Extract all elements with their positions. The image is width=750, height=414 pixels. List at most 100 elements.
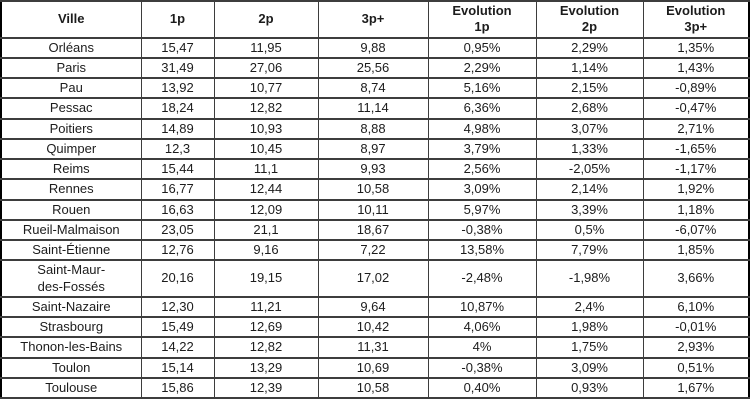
cell-evo3plus: 1,92% xyxy=(642,178,750,201)
cell-evo2p: 0,5% xyxy=(535,219,644,241)
cell-ville: Rennes xyxy=(0,178,142,201)
cell-p3plus: 17,02 xyxy=(317,259,429,298)
cell-evo2p: 3,39% xyxy=(535,198,644,221)
table-row: Paris 31,49 27,06 25,56 2,29% 1,14% 1,43% xyxy=(0,57,750,79)
cell-p2: 12,82 xyxy=(213,97,319,120)
cell-p1: 31,49 xyxy=(140,57,215,79)
cell-evo1p: 5,16% xyxy=(427,77,537,99)
cell-evo2p: 1,33% xyxy=(535,138,644,160)
cell-evo2p: 1,75% xyxy=(535,336,644,359)
cell-p1: 15,86 xyxy=(140,377,215,399)
cell-p2: 21,1 xyxy=(213,219,319,241)
cell-p2: 12,44 xyxy=(213,178,319,201)
cell-evo3plus: 6,10% xyxy=(642,296,750,318)
cell-evo3plus: 0,51% xyxy=(642,356,750,379)
cell-p3plus: 18,67 xyxy=(317,219,429,241)
cell-p2: 9,16 xyxy=(213,239,319,261)
cell-p2: 11,95 xyxy=(213,36,319,59)
table-row: Quimper 12,3 10,45 8,97 3,79% 1,33% -1,65% xyxy=(0,138,750,160)
cell-ville: Toulouse xyxy=(0,377,142,399)
cell-p1: 18,24 xyxy=(140,97,215,120)
cell-evo3plus: -1,17% xyxy=(642,158,750,180)
cell-p1: 16,63 xyxy=(140,198,215,221)
cell-p3plus: 8,74 xyxy=(317,77,429,99)
cell-p2: 12,69 xyxy=(213,316,319,338)
cell-evo3plus: 1,43% xyxy=(642,57,750,79)
cell-evo1p: 2,29% xyxy=(427,57,537,79)
table-row: Toulon 15,14 13,29 10,69 -0,38% 3,09% 0,51% xyxy=(0,356,750,379)
cell-evo3plus: -0,89% xyxy=(642,77,750,99)
cell-evo2p: 2,14% xyxy=(535,178,644,201)
cell-p3plus: 9,88 xyxy=(317,36,429,59)
cell-evo1p: 4,98% xyxy=(427,117,537,140)
column-header-evo3plus: Evolution 3p+ xyxy=(642,0,750,38)
cell-p3plus: 9,93 xyxy=(317,158,429,180)
table-row: Saint-Nazaire 12,30 11,21 9,64 10,87% 2,4% 6,1… xyxy=(0,296,750,318)
table-header: Ville 1p 2p 3p+ Evolution 1p Evolution 2p Evol… xyxy=(0,0,750,38)
cell-p1: 15,47 xyxy=(140,36,215,59)
cell-p2: 10,77 xyxy=(213,77,319,99)
cell-p2: 12,39 xyxy=(213,377,319,399)
cell-p3plus: 10,58 xyxy=(317,377,429,399)
cell-evo3plus: 1,35% xyxy=(642,36,750,59)
cell-p3plus: 7,22 xyxy=(317,239,429,261)
cell-evo2p: -1,98% xyxy=(535,259,644,298)
table-row: Rennes 16,77 12,44 10,58 3,09% 2,14% 1,92% xyxy=(0,178,750,201)
cell-evo3plus: -0,47% xyxy=(642,97,750,120)
cell-ville: Saint-Nazaire xyxy=(0,296,142,318)
cell-p1: 15,44 xyxy=(140,158,215,180)
table-row: Poitiers 14,89 10,93 8,88 4,98% 3,07% 2,71% xyxy=(0,117,750,140)
cell-evo1p: 13,58% xyxy=(427,239,537,261)
cell-p1: 15,14 xyxy=(140,356,215,379)
table-row: Orléans 15,47 11,95 9,88 0,95% 2,29% 1,35% xyxy=(0,36,750,59)
cell-evo1p: -2,48% xyxy=(427,259,537,298)
cell-p2: 12,09 xyxy=(213,198,319,221)
header-row: Ville 1p 2p 3p+ Evolution 1p Evolution 2p Evol… xyxy=(0,0,750,38)
cell-evo2p: 1,14% xyxy=(535,57,644,79)
table-row: Reims 15,44 11,1 9,93 2,56% -2,05% -1,17% xyxy=(0,158,750,180)
cell-ville: Orléans xyxy=(0,36,142,59)
cell-ville: Poitiers xyxy=(0,117,142,140)
cell-evo2p: -2,05% xyxy=(535,158,644,180)
cell-p3plus: 10,42 xyxy=(317,316,429,338)
cell-evo2p: 2,4% xyxy=(535,296,644,318)
cell-evo3plus: 2,93% xyxy=(642,336,750,359)
cell-evo1p: 4% xyxy=(427,336,537,359)
cell-p1: 23,05 xyxy=(140,219,215,241)
column-header-evo1p: Evolution 1p xyxy=(427,0,537,38)
cell-p3plus: 9,64 xyxy=(317,296,429,318)
cell-evo2p: 1,98% xyxy=(535,316,644,338)
cell-evo3plus: -1,65% xyxy=(642,138,750,160)
table-row: Thonon-les-Bains 14,22 12,82 11,31 4% 1,75% 2,… xyxy=(0,336,750,359)
cell-evo3plus: 1,67% xyxy=(642,377,750,399)
table-row: Strasbourg 15,49 12,69 10,42 4,06% 1,98% -0,01… xyxy=(0,316,750,338)
cell-ville: Saint-Maur- des-Fossés xyxy=(0,259,142,298)
table-row: Toulouse 15,86 12,39 10,58 0,40% 0,93% 1,67% xyxy=(0,377,750,399)
cell-evo1p: 2,56% xyxy=(427,158,537,180)
cell-evo1p: 0,40% xyxy=(427,377,537,399)
cell-evo1p: 10,87% xyxy=(427,296,537,318)
cell-p3plus: 10,58 xyxy=(317,178,429,201)
cell-evo1p: 4,06% xyxy=(427,316,537,338)
cell-evo1p: 3,79% xyxy=(427,138,537,160)
cell-p1: 16,77 xyxy=(140,178,215,201)
table-row: Pessac 18,24 12,82 11,14 6,36% 2,68% -0,47% xyxy=(0,97,750,120)
table-row: Saint-Étienne 12,76 9,16 7,22 13,58% 7,79% 1,8… xyxy=(0,239,750,261)
cell-ville: Strasbourg xyxy=(0,316,142,338)
table-row: Rueil-Malmaison 23,05 21,1 18,67 -0,38% 0,5% -… xyxy=(0,219,750,241)
cell-p2: 11,21 xyxy=(213,296,319,318)
table-row: Saint-Maur- des-Fossés 20,16 19,15 17,02 -2,… xyxy=(0,259,750,298)
cell-p1: 12,30 xyxy=(140,296,215,318)
cell-evo2p: 2,15% xyxy=(535,77,644,99)
cell-p2: 27,06 xyxy=(213,57,319,79)
cell-p1: 14,89 xyxy=(140,117,215,140)
cell-ville: Toulon xyxy=(0,356,142,379)
column-header-p2: 2p xyxy=(213,0,319,38)
cell-evo3plus: 1,18% xyxy=(642,198,750,221)
cell-evo3plus: 2,71% xyxy=(642,117,750,140)
cell-evo2p: 3,07% xyxy=(535,117,644,140)
cell-ville: Quimper xyxy=(0,138,142,160)
cell-evo3plus: -0,01% xyxy=(642,316,750,338)
cell-p2: 13,29 xyxy=(213,356,319,379)
